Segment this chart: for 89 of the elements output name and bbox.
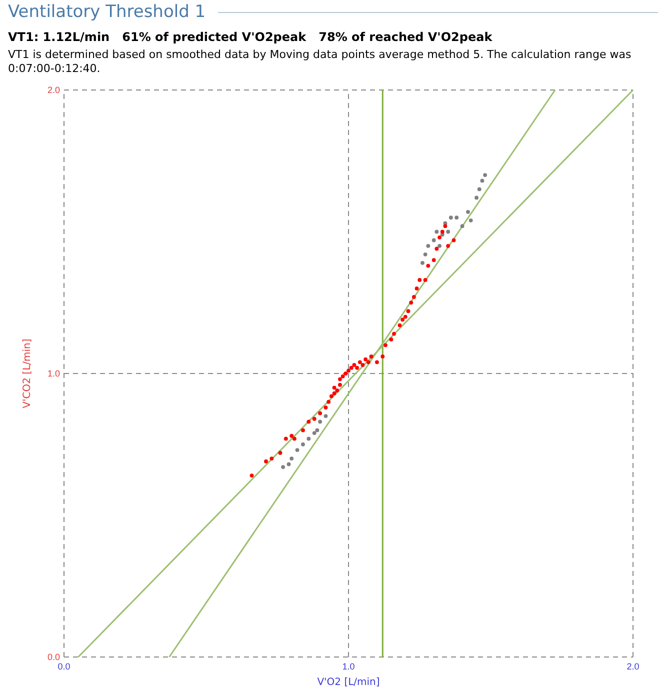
point <box>380 354 385 358</box>
point <box>284 436 288 441</box>
point <box>438 244 442 248</box>
point <box>480 178 484 183</box>
chart-subtitle: VT1: 1.12L/min 61% of predicted V'O2peak 78% of reached V'O2peak <box>8 30 494 44</box>
point <box>403 314 408 319</box>
point <box>360 363 365 367</box>
point <box>432 238 436 242</box>
point <box>338 382 342 387</box>
point <box>477 187 482 192</box>
point <box>286 462 291 466</box>
point <box>423 252 428 256</box>
point <box>250 474 254 478</box>
point <box>384 343 388 348</box>
point <box>315 428 320 432</box>
point <box>295 448 300 452</box>
point <box>281 465 286 470</box>
point <box>474 196 478 200</box>
point <box>369 354 374 358</box>
point <box>400 318 405 322</box>
point <box>344 372 348 376</box>
point <box>454 216 459 220</box>
point <box>270 456 274 460</box>
point <box>460 224 464 228</box>
point <box>326 400 331 404</box>
x-axis-title: V'O2 [L/min] <box>317 677 380 688</box>
point <box>438 235 442 240</box>
text: VT1 is determined based on smoothed data by Moving data points average method 5. The calculation range was 0:07:00-0:12:40. <box>8 48 632 76</box>
point <box>414 286 419 290</box>
point <box>329 394 334 398</box>
point <box>434 246 439 251</box>
point <box>355 366 359 370</box>
y-tick-label: 0.0 <box>47 652 60 662</box>
point <box>338 377 342 382</box>
point <box>398 323 402 328</box>
point <box>412 295 416 299</box>
point <box>468 218 473 222</box>
point <box>446 230 450 234</box>
point <box>392 332 396 336</box>
point <box>440 230 444 234</box>
point <box>432 258 436 262</box>
y-tick-label: 1.0 <box>47 368 60 378</box>
point <box>332 386 336 390</box>
point <box>406 309 410 314</box>
x-tick-label: 0.0 <box>58 661 70 672</box>
point <box>324 406 328 410</box>
point <box>448 216 453 220</box>
point <box>446 244 450 248</box>
point <box>292 436 296 441</box>
point <box>443 224 448 228</box>
point <box>301 428 305 432</box>
point <box>290 456 294 460</box>
point <box>389 338 394 342</box>
point <box>483 173 488 177</box>
point <box>420 260 424 265</box>
point <box>466 210 470 214</box>
point <box>358 360 362 364</box>
point <box>434 230 439 234</box>
point <box>366 360 370 364</box>
point <box>340 374 345 378</box>
point <box>423 278 428 282</box>
point <box>318 411 322 416</box>
point <box>290 434 294 438</box>
point <box>349 366 354 370</box>
point <box>426 244 430 248</box>
point <box>306 420 311 424</box>
point <box>264 459 268 464</box>
point <box>312 431 316 435</box>
point <box>278 450 282 455</box>
y-tick-label: 2.0 <box>47 84 60 95</box>
point <box>352 363 356 367</box>
point <box>452 238 456 242</box>
point <box>335 388 340 392</box>
y-axis-title: V'CO2 [L/min] <box>22 338 33 408</box>
point <box>318 420 322 424</box>
point <box>306 436 311 441</box>
chart-title: Ventilatory Threshold 1 <box>8 2 206 22</box>
point <box>324 414 328 418</box>
point <box>301 442 305 446</box>
point <box>364 357 368 362</box>
point <box>346 368 350 373</box>
point <box>409 300 414 305</box>
x-tick-label: 2.0 <box>626 661 640 672</box>
point <box>374 360 379 364</box>
x-tick-label: 1.0 <box>342 661 355 672</box>
point <box>312 416 316 421</box>
point <box>332 391 336 396</box>
point <box>418 278 422 282</box>
point <box>426 264 430 268</box>
